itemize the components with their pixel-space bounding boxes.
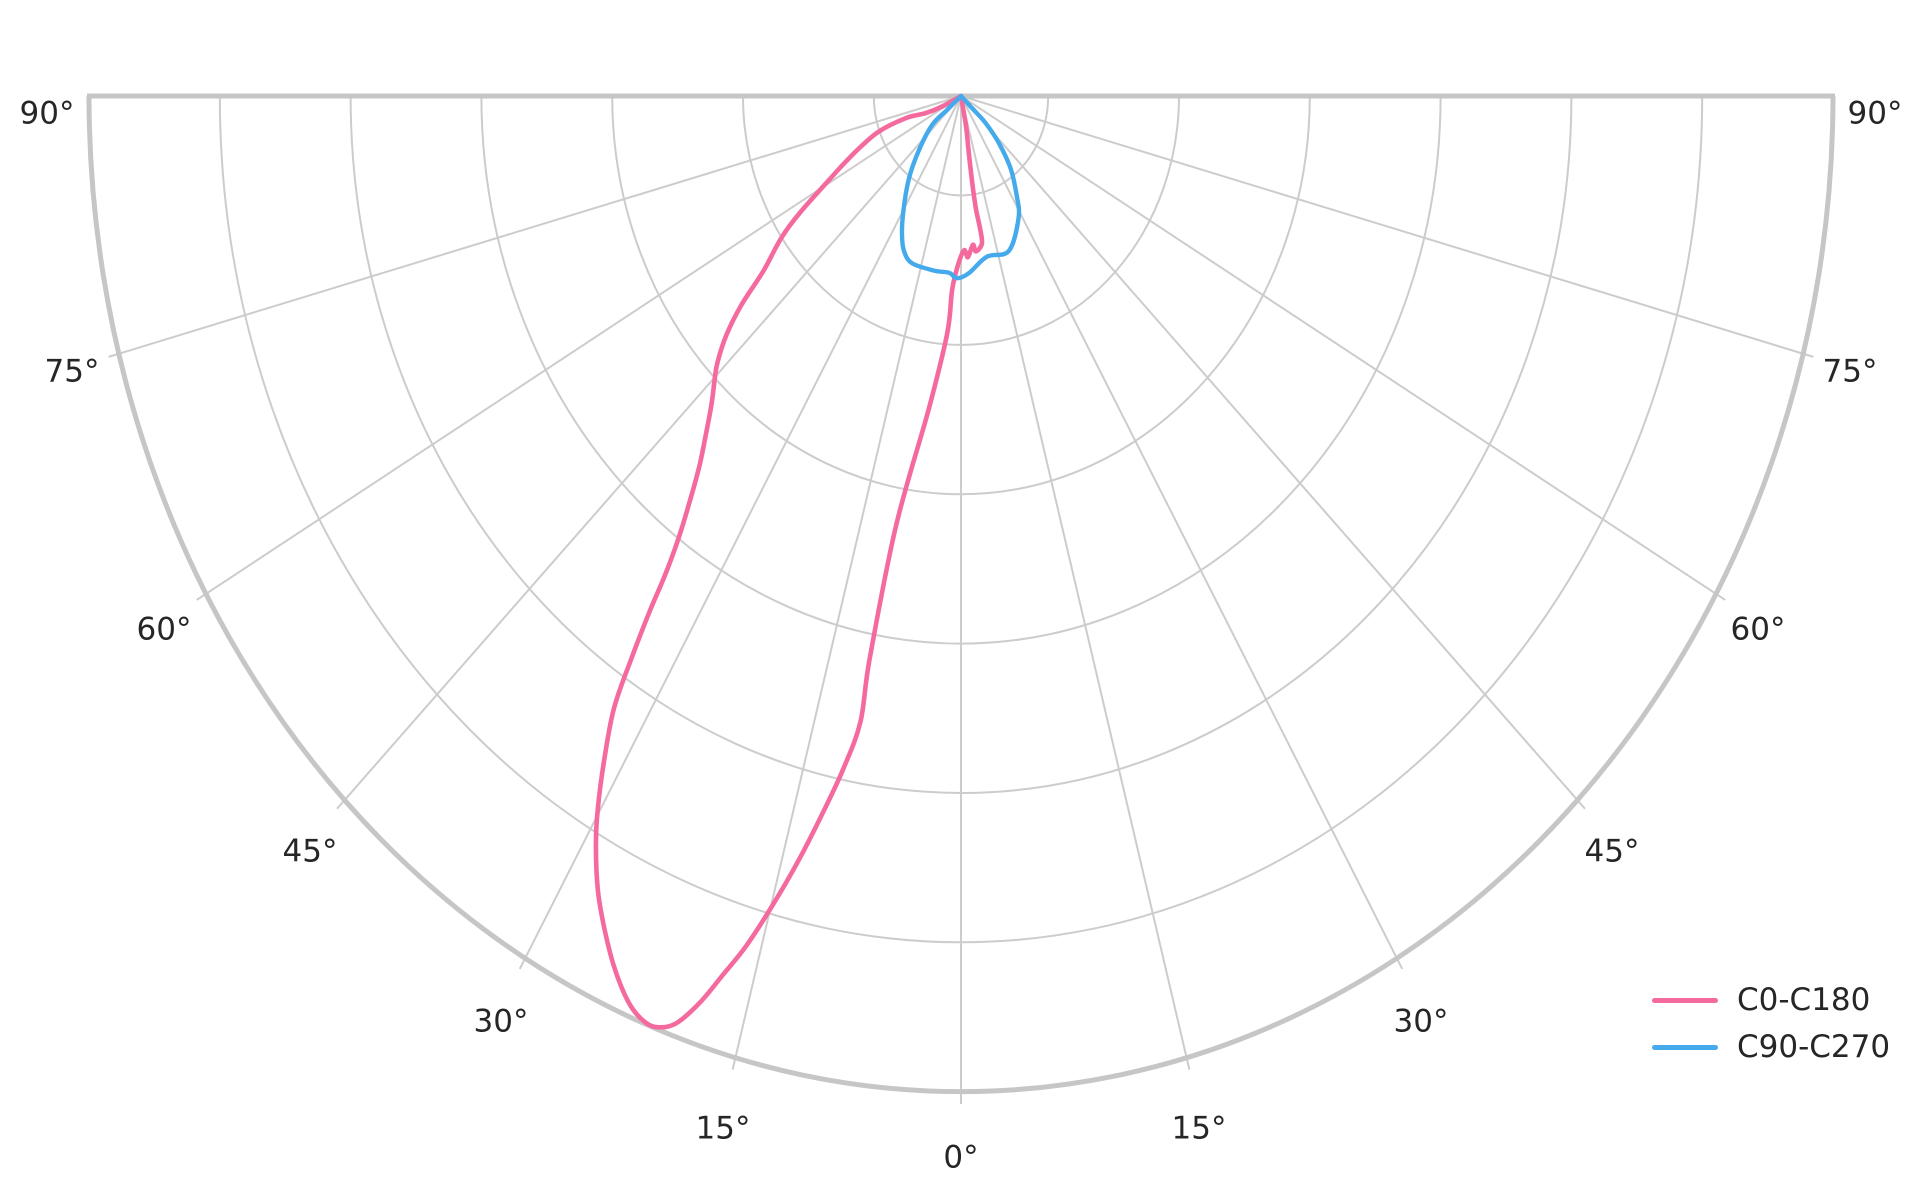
angle-tick-label: 45° <box>1585 834 1640 870</box>
legend-label-c0-c180: C0-C180 <box>1737 981 1871 1018</box>
legend-swatch-c0-c180 <box>1652 997 1718 1003</box>
angle-tick-label: 60° <box>1731 612 1786 648</box>
curve-c0-c180 <box>593 93 985 1030</box>
angle-tick-label: 75° <box>45 354 100 390</box>
legend: C0-C180 C90-C270 <box>1652 982 1890 1065</box>
grid-ray <box>960 95 1726 601</box>
legend-label-c90-c270: C90-C270 <box>1737 1028 1891 1065</box>
angle-tick-label: 90° <box>20 96 75 132</box>
legend-entry-c0-c180: C0-C180 <box>1652 982 1890 1018</box>
angle-tick-label: 15° <box>1172 1111 1227 1147</box>
grid-ray <box>960 95 1191 1070</box>
grid-ray <box>731 95 962 1070</box>
distribution-curves <box>593 93 1022 1030</box>
grid-ray <box>960 95 1814 358</box>
grid-ray <box>336 95 962 810</box>
grid-ray <box>518 95 962 970</box>
angle-tick-label: 60° <box>137 612 192 648</box>
grid-ray <box>960 95 1586 810</box>
grid-ray <box>960 95 1404 970</box>
angle-tick-label: 0° <box>943 1140 978 1176</box>
angle-tick-label: 30° <box>1394 1004 1449 1040</box>
legend-swatch-c90-c270 <box>1652 1044 1718 1050</box>
angle-tick-labels: 90° 75° 60° 45° 30° 15° 0° 15° 30° 45° 60° 75° 90° <box>20 96 1903 1176</box>
curve-c90-c270 <box>899 93 1022 281</box>
angle-tick-label: 90° <box>1848 96 1903 132</box>
angle-tick-label: 75° <box>1823 354 1878 390</box>
angle-tick-label: 45° <box>283 834 338 870</box>
legend-entry-c90-c270: C90-C270 <box>1652 1029 1890 1065</box>
grid-ray <box>196 95 962 601</box>
grid-ray <box>108 95 962 358</box>
outer-arc-spine <box>86 95 1836 1095</box>
angle-tick-label: 15° <box>696 1111 751 1147</box>
angle-tick-label: 30° <box>474 1004 529 1040</box>
